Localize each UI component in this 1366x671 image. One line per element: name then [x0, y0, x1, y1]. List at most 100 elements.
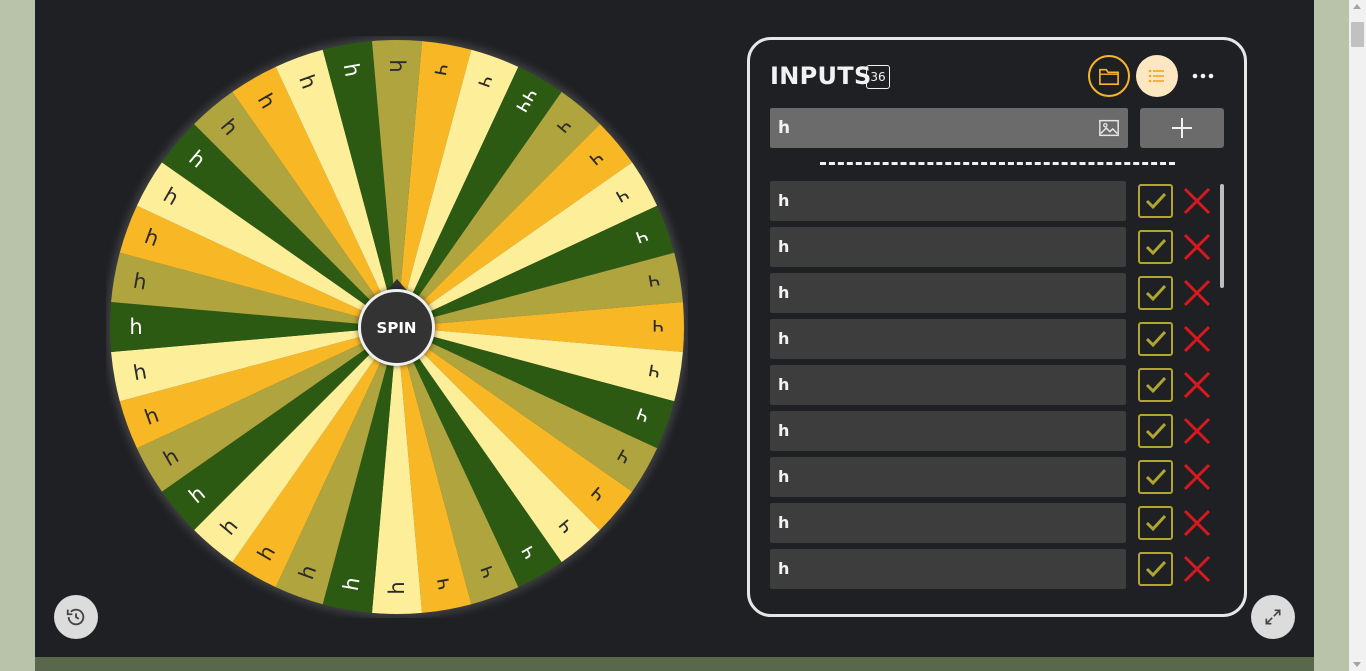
remove-entry-button[interactable] — [1180, 552, 1214, 586]
entry-label[interactable]: h — [770, 181, 1126, 221]
entry-row: h — [770, 549, 1225, 589]
check-icon — [1145, 560, 1166, 578]
page-scrollbar[interactable] — [1349, 0, 1366, 671]
entry-label[interactable]: h — [770, 503, 1126, 543]
spin-wheel[interactable]: ч ч чч ч ч ч ч ч ч ч ч ч ч ч ч ч ч h h h h h h h h h h h h h h h h h h h — [106, 36, 688, 618]
wheel-segment — [136, 162, 397, 327]
wheel-segment — [275, 49, 397, 327]
entry-label[interactable]: h — [770, 365, 1126, 405]
entry-label[interactable]: h — [770, 273, 1126, 313]
close-icon — [1183, 325, 1211, 353]
wheel-segment-label: ч — [429, 576, 455, 592]
wheel-segment-label: h — [385, 59, 409, 72]
wheel-segment — [397, 327, 683, 402]
wheel-segment — [397, 252, 683, 327]
spin-button[interactable]: SPIN — [358, 289, 435, 366]
open-folder-button[interactable] — [1088, 55, 1130, 97]
remove-entry-button[interactable] — [1180, 276, 1214, 310]
enable-entry-checkbox[interactable] — [1138, 276, 1173, 310]
wheel-segment — [161, 327, 397, 530]
wheel-segment — [275, 327, 397, 605]
wheel-segment-label: h — [385, 581, 409, 594]
wheel-segment-label: h — [131, 269, 148, 295]
check-icon — [1145, 284, 1166, 302]
entry-label[interactable]: h — [770, 319, 1126, 359]
check-icon — [1145, 422, 1166, 440]
wheel-segment — [397, 327, 600, 563]
wheel-segment — [322, 327, 397, 613]
check-icon — [1145, 238, 1166, 256]
remove-entry-button[interactable] — [1180, 460, 1214, 494]
entry-label[interactable]: h — [770, 457, 1126, 497]
entries-scrollbar-thumb[interactable] — [1220, 184, 1224, 288]
bottom-strip — [35, 657, 1314, 671]
list-view-button[interactable] — [1136, 55, 1178, 97]
wheel-segment — [397, 162, 658, 327]
wheel-segment — [119, 327, 397, 449]
wheel-segment — [109, 301, 397, 353]
plus-icon — [1172, 118, 1192, 138]
wheel-segment — [322, 41, 397, 328]
wheel-segment-label: ч — [652, 315, 664, 339]
enable-entry-checkbox[interactable] — [1138, 506, 1173, 540]
image-icon[interactable] — [1098, 117, 1120, 139]
wheel-segment — [397, 327, 562, 588]
scroll-down-arrow-icon[interactable] — [1353, 662, 1361, 667]
enable-entry-checkbox[interactable] — [1138, 322, 1173, 356]
entry-label[interactable]: h — [770, 411, 1126, 451]
wheel-segment — [397, 327, 658, 492]
close-icon — [1183, 417, 1211, 445]
inputs-title: INPUTS — [770, 62, 872, 90]
close-icon — [1183, 555, 1211, 583]
history-icon — [66, 608, 85, 626]
entry-row: h — [770, 411, 1225, 451]
enable-entry-checkbox[interactable] — [1138, 368, 1173, 402]
remove-entry-button[interactable] — [1180, 184, 1214, 218]
remove-entry-button[interactable] — [1180, 368, 1214, 402]
wheel-segment — [232, 66, 397, 327]
wheel-segment — [397, 327, 633, 530]
remove-entry-button[interactable] — [1180, 506, 1214, 540]
enable-entry-checkbox[interactable] — [1138, 552, 1173, 586]
enable-entry-checkbox[interactable] — [1138, 184, 1173, 218]
more-options-button[interactable] — [1182, 55, 1224, 97]
entry-row: h — [770, 181, 1225, 221]
scroll-up-arrow-icon[interactable] — [1353, 4, 1361, 9]
entry-label[interactable]: h — [770, 227, 1126, 267]
remove-entry-button[interactable] — [1180, 414, 1214, 448]
enable-entry-checkbox[interactable] — [1138, 460, 1173, 494]
close-icon — [1183, 371, 1211, 399]
scrollbar-thumb[interactable] — [1351, 22, 1364, 47]
wheel-segment — [371, 39, 423, 328]
wheel-segment — [136, 327, 397, 492]
close-icon — [1183, 233, 1211, 261]
check-icon — [1145, 468, 1166, 486]
entry-row: h — [770, 273, 1225, 313]
entry-label[interactable]: h — [770, 549, 1126, 589]
folder-icon — [1099, 68, 1119, 85]
wheel-segment-label: h — [339, 575, 365, 592]
history-button[interactable] — [54, 595, 98, 639]
wheel-segment — [119, 205, 397, 327]
enable-entry-checkbox[interactable] — [1138, 230, 1173, 264]
enable-entry-checkbox[interactable] — [1138, 414, 1173, 448]
list-icon — [1148, 69, 1164, 83]
entry-input-field[interactable] — [770, 108, 1128, 148]
entry-row: h — [770, 227, 1225, 267]
fullscreen-button[interactable] — [1251, 595, 1295, 639]
check-icon — [1145, 514, 1166, 532]
close-icon — [1183, 279, 1211, 307]
wheel-segment — [397, 66, 562, 327]
remove-entry-button[interactable] — [1180, 322, 1214, 356]
remove-entry-button[interactable] — [1180, 230, 1214, 264]
wheel-segment — [194, 327, 397, 563]
add-entry-button[interactable] — [1140, 108, 1224, 148]
wheel-segment-label: ч — [646, 359, 662, 385]
wheel-segment-label: h — [131, 359, 148, 385]
wheel-segment — [397, 205, 675, 327]
wheel-segment — [194, 91, 397, 328]
entry-input[interactable] — [770, 108, 1090, 148]
